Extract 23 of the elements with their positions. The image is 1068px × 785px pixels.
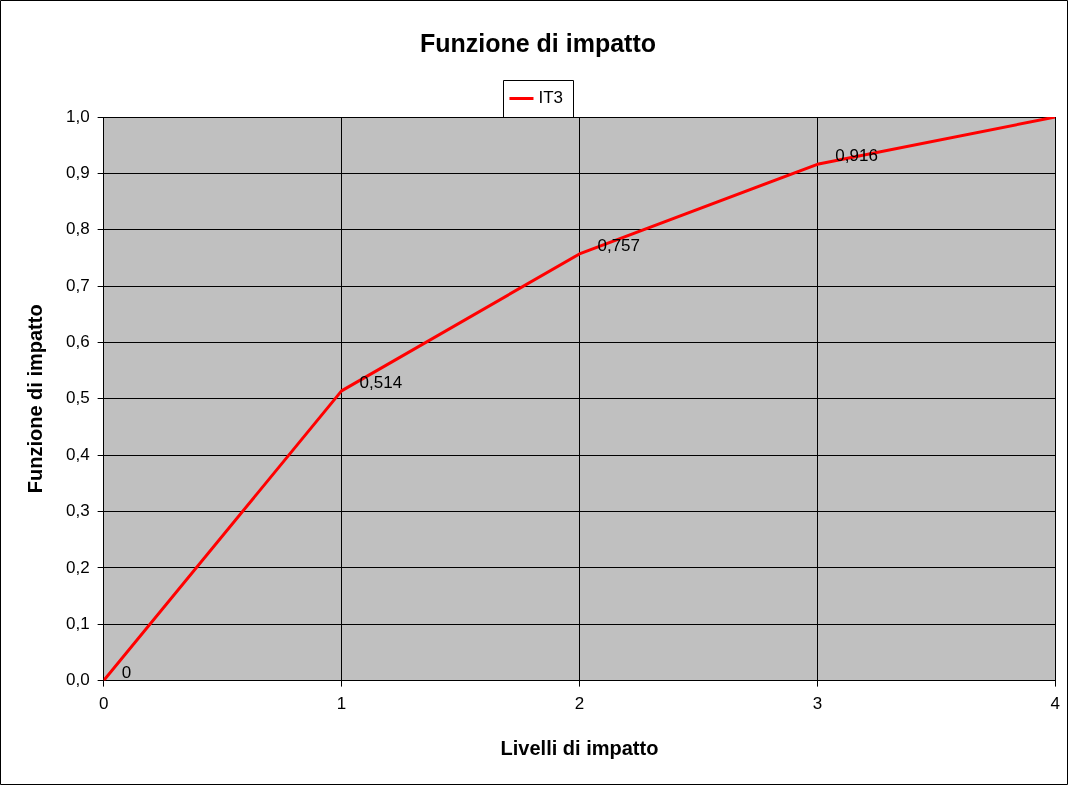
x-axis-title: Livelli di impatto bbox=[500, 736, 659, 759]
y-tick-label: 0,9 bbox=[65, 163, 90, 183]
chart-title: Funzione di impatto bbox=[419, 28, 657, 57]
data-label: 0,757 bbox=[597, 235, 640, 255]
data-label: 0,514 bbox=[359, 372, 403, 392]
x-tick-label: 0 bbox=[98, 694, 109, 714]
x-tick-label: 4 bbox=[1050, 694, 1061, 714]
y-tick-label: 1,0 bbox=[65, 106, 90, 126]
x-tick-label: 1 bbox=[336, 694, 347, 714]
y-tick-label: 0,0 bbox=[65, 670, 90, 690]
data-label: 0 bbox=[121, 662, 132, 682]
x-tick-label: 3 bbox=[812, 694, 823, 714]
y-tick-label: 0,8 bbox=[65, 219, 90, 239]
x-tick-label: 2 bbox=[574, 694, 585, 714]
y-axis-title: Funzione di impatto bbox=[23, 304, 46, 494]
y-tick-label: 0,2 bbox=[65, 557, 90, 577]
legend-label: IT3 bbox=[538, 88, 564, 108]
y-tick-label: 0,7 bbox=[65, 275, 90, 295]
y-tick-label: 0,4 bbox=[65, 444, 90, 464]
y-tick-label: 0,1 bbox=[65, 613, 90, 633]
y-tick-label: 0,6 bbox=[65, 332, 90, 352]
y-tick-label: 0,5 bbox=[65, 388, 90, 408]
y-tick-label: 0,3 bbox=[65, 501, 90, 521]
